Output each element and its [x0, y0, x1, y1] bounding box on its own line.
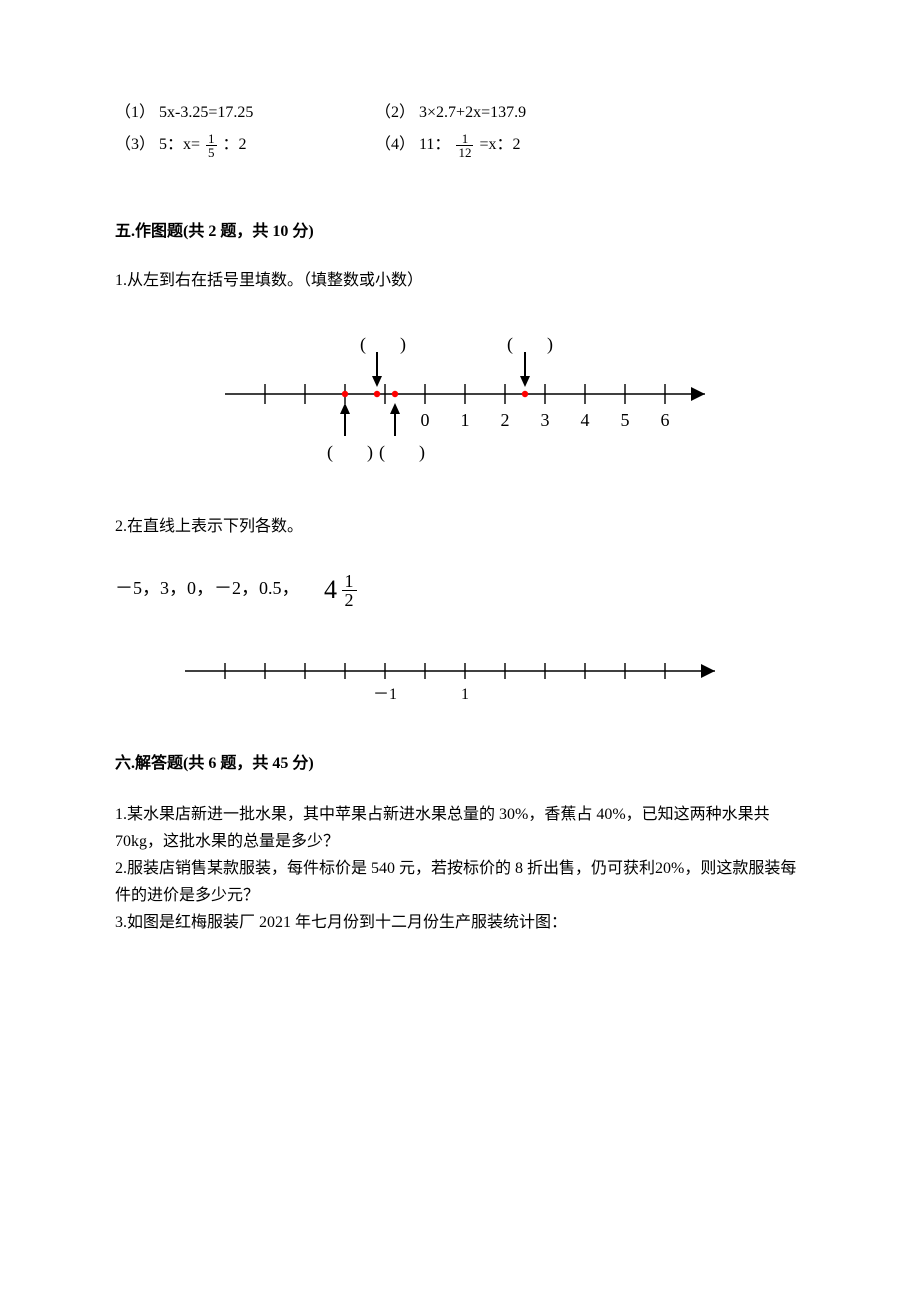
equations-block: （1） 5x-3.25=17.25 （2） 3×2.7+2x=137.9 （3）… — [115, 100, 805, 159]
eq-label: （2） — [375, 104, 415, 121]
fraction: 1 12 — [456, 132, 473, 159]
svg-text:): ) — [547, 334, 553, 355]
svg-text:): ) — [367, 442, 373, 463]
mixed-fraction: 4 1 2 — [304, 569, 357, 611]
svg-text:): ) — [419, 442, 425, 463]
mixed-frac-part: 1 2 — [342, 572, 357, 609]
svg-text:1: 1 — [461, 410, 470, 430]
question-text: 1.从左到右在括号里填数。（填整数或小数） — [115, 268, 805, 294]
svg-text:): ) — [400, 334, 406, 355]
svg-text:(: ( — [327, 442, 333, 463]
equation-row: （1） 5x-3.25=17.25 （2） 3×2.7+2x=137.9 — [115, 100, 805, 126]
section-heading: 五.作图题(共 2 题，共 10 分) — [115, 219, 805, 245]
section-6: 六.解答题(共 6 题，共 45 分) 1.某水果店新进一批水果，其中苹果占新进… — [115, 751, 805, 937]
svg-text:5: 5 — [621, 410, 630, 430]
word-problem: 3.如图是红梅服装厂 2021 年七月份到十二月份生产服装统计图： — [115, 909, 805, 936]
fraction-den: 12 — [456, 145, 473, 159]
eq-prefix: 5：x= — [159, 136, 204, 153]
eq-expr: 5x-3.25=17.25 — [159, 104, 253, 121]
equation-row: （3） 5：x= 1 5 ：2 （4） 11： 1 12 =x：2 — [115, 132, 805, 159]
svg-text:4: 4 — [581, 410, 590, 430]
fraction-den: 5 — [206, 145, 217, 159]
svg-text:1: 1 — [461, 686, 469, 703]
list-prefix: －5，3，0，－2，0.5， — [115, 578, 300, 598]
number-list: －5，3，0，－2，0.5， 4 1 2 — [115, 569, 805, 611]
svg-text:6: 6 — [661, 410, 670, 430]
svg-text:－1: －1 — [373, 686, 397, 703]
eq-label: （4） — [375, 136, 415, 153]
section-heading: 六.解答题(共 6 题，共 45 分) — [115, 751, 805, 777]
eq-prefix: 11： — [419, 136, 454, 153]
number-line-1: 0 1 2 3 4 5 6 () () () () — [185, 324, 735, 474]
svg-text:(: ( — [360, 334, 366, 355]
eq-label: （1） — [115, 104, 155, 121]
number-line-2: －1 1 — [185, 641, 725, 711]
equation-cell: （2） 3×2.7+2x=137.9 — [375, 100, 635, 126]
fraction-num: 1 — [206, 132, 217, 145]
fraction-den: 2 — [342, 590, 357, 609]
svg-text:2: 2 — [501, 410, 510, 430]
svg-text:(: ( — [507, 334, 513, 355]
eq-suffix: ：2 — [223, 136, 247, 153]
svg-text:(: ( — [379, 442, 385, 463]
eq-expr: 3×2.7+2x=137.9 — [419, 104, 526, 121]
fraction: 1 5 — [206, 132, 217, 159]
eq-suffix: =x：2 — [479, 136, 520, 153]
mixed-whole: 4 — [324, 569, 337, 611]
figure-wrap: －1 1 — [105, 641, 805, 711]
fraction-num: 1 — [342, 572, 357, 590]
equation-cell: （3） 5：x= 1 5 ：2 — [115, 132, 375, 159]
equation-cell: （4） 11： 1 12 =x：2 — [375, 132, 635, 159]
svg-text:3: 3 — [541, 410, 550, 430]
equation-cell: （1） 5x-3.25=17.25 — [115, 100, 375, 126]
question-2: 2.在直线上表示下列各数。 －5，3，0，－2，0.5， 4 1 2 －1 1 — [115, 514, 805, 711]
word-problem: 2.服装店销售某款服装，每件标价是 540 元，若按标价的 8 折出售，仍可获利… — [115, 855, 805, 909]
fraction-num: 1 — [456, 132, 473, 145]
figure-wrap: 0 1 2 3 4 5 6 () () () () — [115, 324, 805, 474]
section-5: 五.作图题(共 2 题，共 10 分) 1.从左到右在括号里填数。（填整数或小数… — [115, 219, 805, 711]
word-problem: 1.某水果店新进一批水果，其中苹果占新进水果总量的 30%，香蕉占 40%，已知… — [115, 801, 805, 855]
question-text: 2.在直线上表示下列各数。 — [115, 514, 805, 540]
question-1: 1.从左到右在括号里填数。（填整数或小数） 0 1 2 3 4 5 6 () () () () — [115, 268, 805, 474]
eq-label: （3） — [115, 136, 155, 153]
svg-text:0: 0 — [421, 410, 430, 430]
